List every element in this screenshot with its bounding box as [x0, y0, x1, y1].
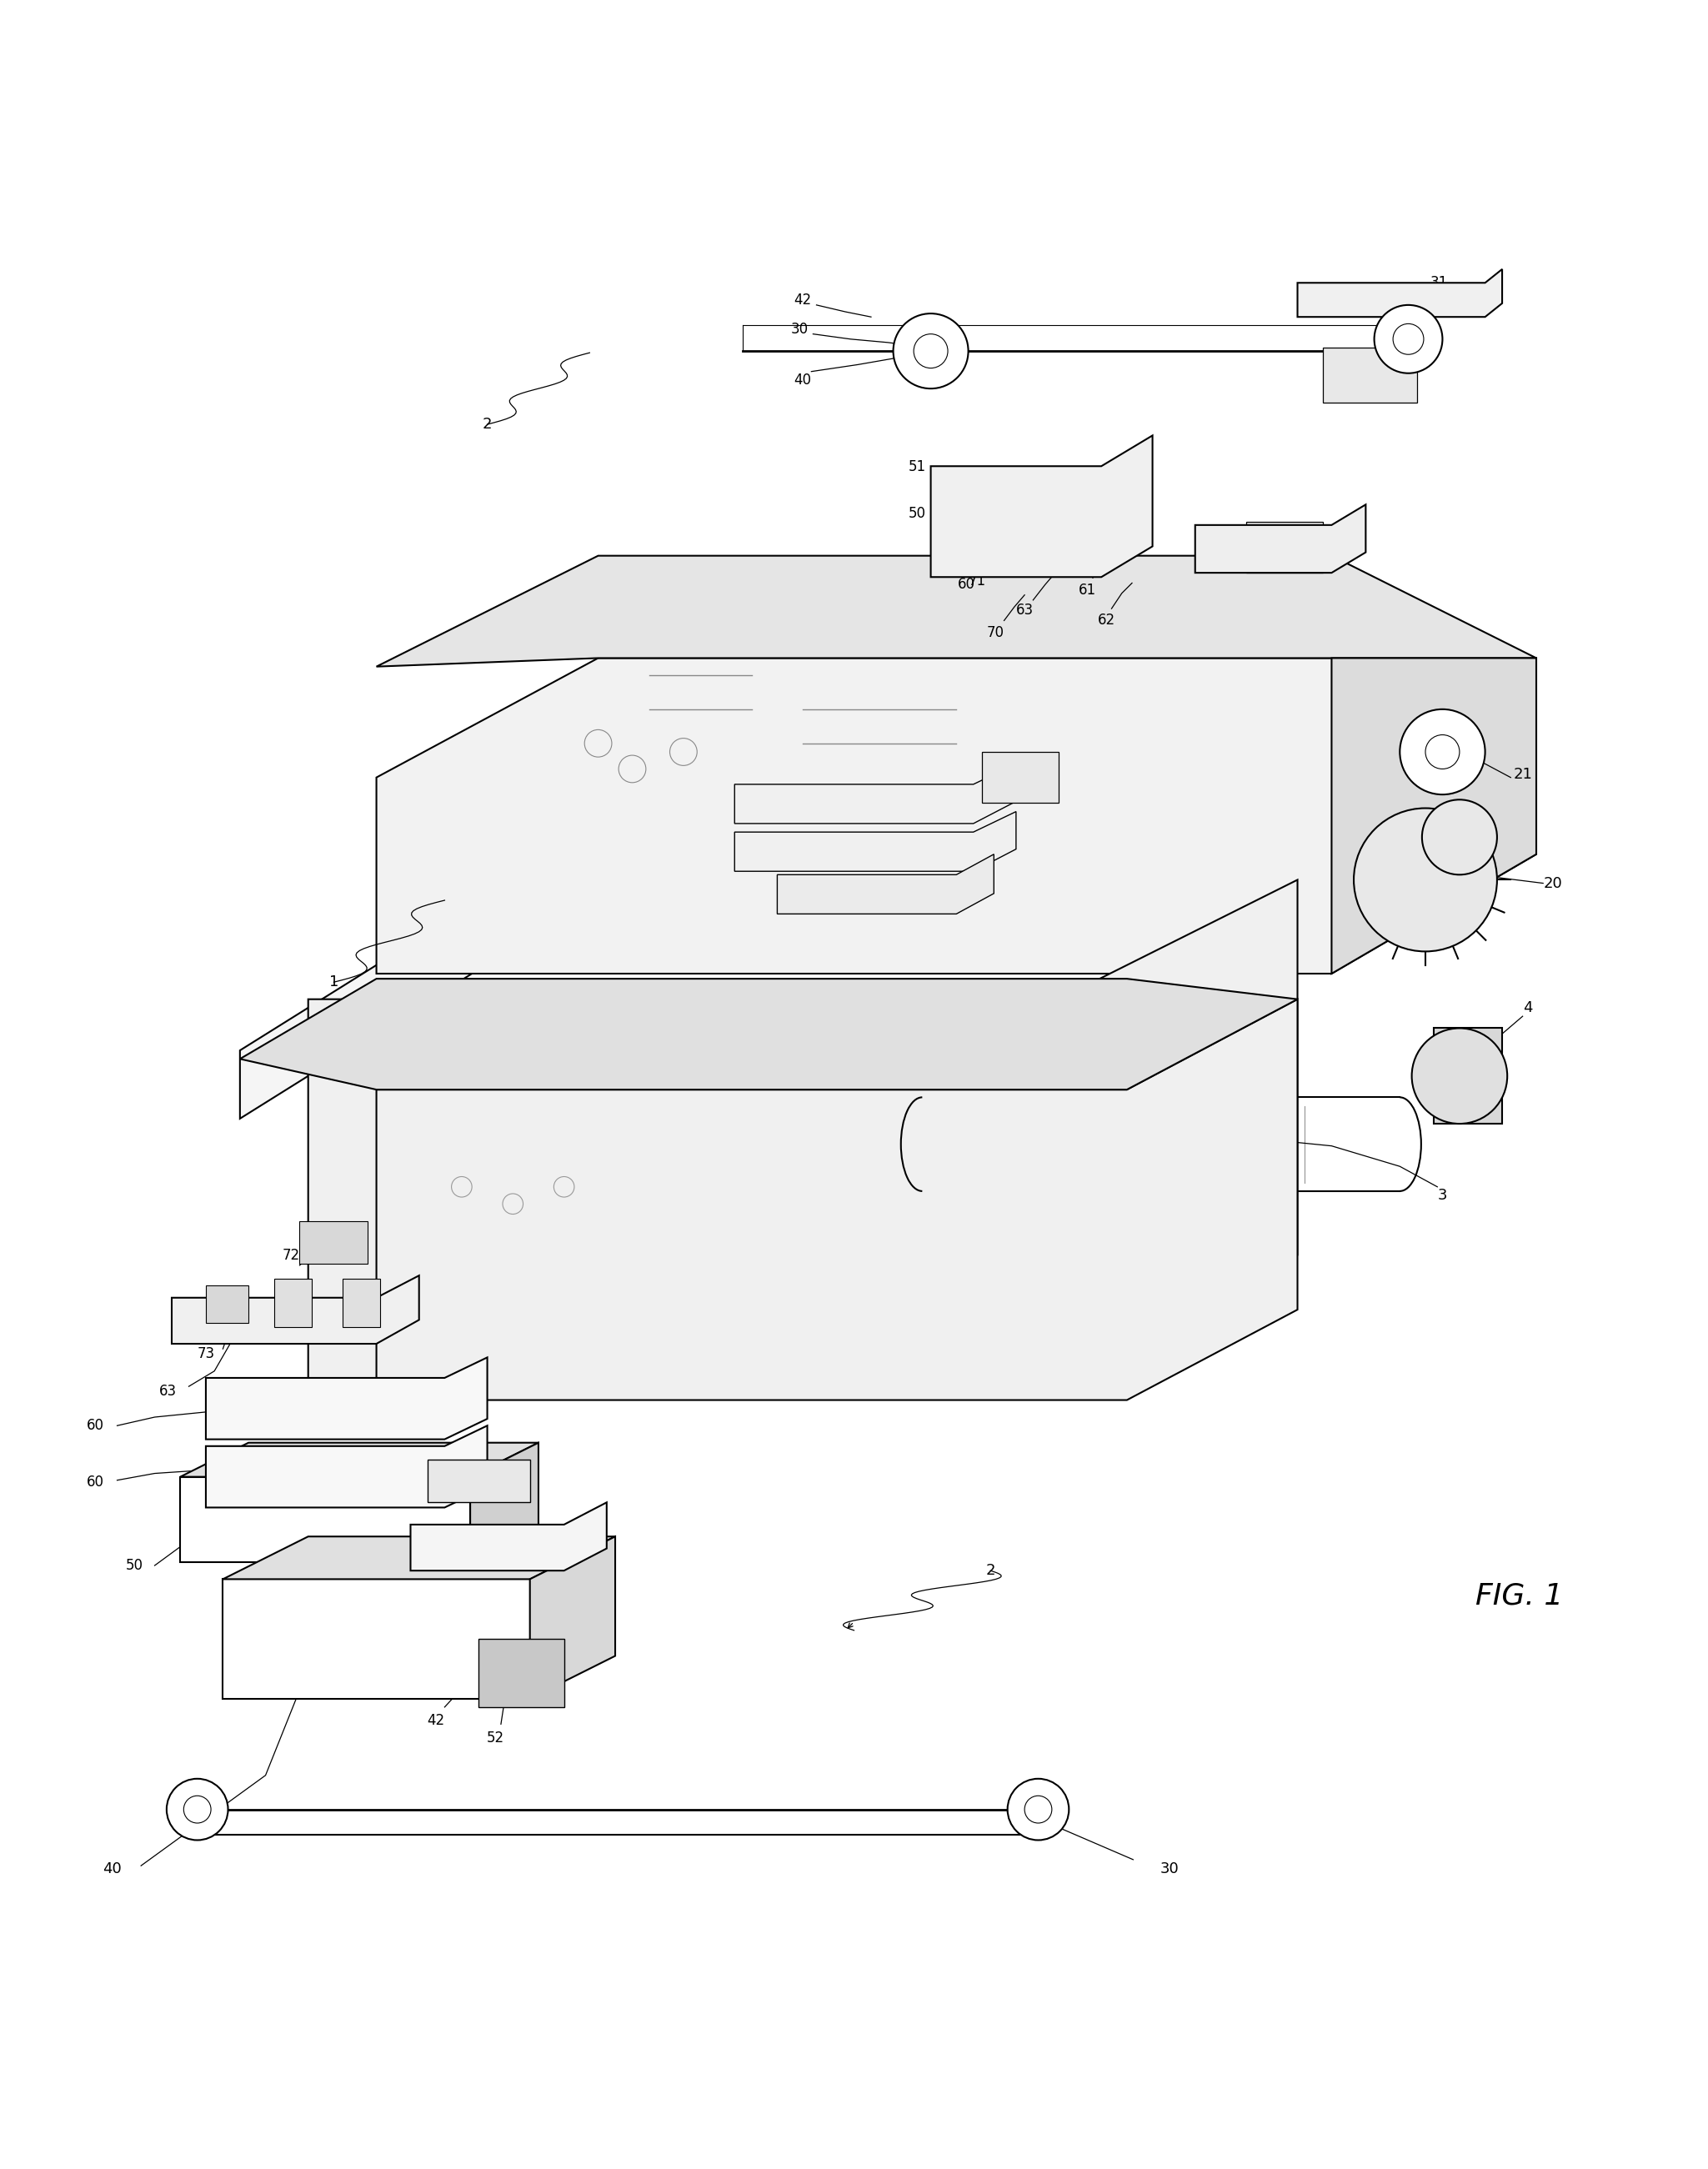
- Text: 63: 63: [1016, 603, 1033, 618]
- Circle shape: [1401, 709, 1484, 794]
- Circle shape: [167, 1779, 227, 1839]
- Polygon shape: [376, 555, 1535, 666]
- Polygon shape: [181, 1477, 470, 1562]
- Polygon shape: [239, 709, 1501, 1119]
- Text: 1: 1: [330, 974, 338, 989]
- Bar: [273, 1280, 311, 1327]
- Polygon shape: [207, 1425, 487, 1507]
- Polygon shape: [1332, 657, 1535, 974]
- Text: 71: 71: [325, 1325, 343, 1338]
- Bar: [1247, 521, 1324, 573]
- Text: 31: 31: [1430, 275, 1448, 291]
- Text: 60: 60: [85, 1419, 104, 1434]
- Text: 2: 2: [986, 1564, 996, 1579]
- Text: 52: 52: [487, 1731, 504, 1746]
- Polygon shape: [1435, 1028, 1501, 1124]
- Polygon shape: [207, 1358, 487, 1440]
- Text: 30: 30: [1160, 1861, 1179, 1876]
- Circle shape: [1423, 800, 1496, 874]
- Text: 60: 60: [85, 1475, 104, 1490]
- Text: 51: 51: [909, 460, 926, 475]
- Bar: [342, 1280, 379, 1327]
- Text: 63: 63: [159, 1384, 178, 1399]
- Polygon shape: [181, 1442, 538, 1477]
- Polygon shape: [734, 763, 1016, 824]
- Polygon shape: [470, 1442, 538, 1562]
- Text: 50: 50: [909, 505, 926, 521]
- Bar: [427, 1460, 529, 1503]
- Text: 70: 70: [987, 625, 1004, 640]
- Text: 32: 32: [1378, 377, 1397, 393]
- Text: 4: 4: [1524, 1000, 1532, 1015]
- Text: 40: 40: [794, 373, 811, 388]
- Text: 71: 71: [968, 575, 986, 588]
- Text: 52: 52: [991, 549, 1008, 564]
- Text: 2: 2: [482, 416, 492, 432]
- Text: 41: 41: [1315, 534, 1334, 549]
- Bar: [207, 1286, 248, 1323]
- Circle shape: [1008, 1779, 1069, 1839]
- Circle shape: [1354, 809, 1496, 952]
- Text: 74: 74: [393, 1455, 410, 1471]
- Text: 30: 30: [791, 321, 808, 336]
- Text: 71: 71: [256, 1325, 275, 1338]
- Text: 52: 52: [1233, 534, 1250, 549]
- Polygon shape: [224, 1579, 529, 1698]
- Text: 42: 42: [794, 293, 811, 308]
- Polygon shape: [173, 1275, 418, 1345]
- Text: 62: 62: [1098, 614, 1115, 629]
- Polygon shape: [734, 811, 1016, 872]
- Text: 40: 40: [102, 1861, 121, 1876]
- Polygon shape: [1298, 269, 1501, 317]
- Text: 73: 73: [196, 1347, 215, 1362]
- Polygon shape: [478, 1640, 564, 1707]
- Bar: [1324, 347, 1418, 401]
- Circle shape: [893, 315, 968, 388]
- Polygon shape: [410, 1503, 606, 1570]
- Text: 62: 62: [512, 1596, 529, 1612]
- Text: FIG. 1: FIG. 1: [1476, 1581, 1563, 1609]
- Text: 50: 50: [125, 1557, 143, 1573]
- Circle shape: [1413, 1028, 1506, 1124]
- Text: 60: 60: [958, 577, 975, 592]
- Polygon shape: [224, 1536, 615, 1579]
- Polygon shape: [376, 657, 1535, 974]
- Text: 72: 72: [282, 1247, 301, 1262]
- Polygon shape: [1196, 505, 1366, 573]
- Polygon shape: [529, 1536, 615, 1698]
- Bar: [982, 753, 1059, 803]
- Text: 70: 70: [552, 1592, 569, 1607]
- Text: 21: 21: [1513, 766, 1532, 781]
- Polygon shape: [777, 855, 994, 913]
- Bar: [299, 1221, 367, 1265]
- Text: 42: 42: [427, 1714, 444, 1729]
- Polygon shape: [931, 436, 1153, 577]
- Text: 61: 61: [1079, 581, 1097, 596]
- Polygon shape: [376, 1000, 1298, 1399]
- Polygon shape: [239, 978, 1298, 1089]
- Text: 3: 3: [1438, 1189, 1447, 1204]
- Polygon shape: [307, 881, 1298, 1392]
- Text: 20: 20: [1544, 876, 1563, 891]
- Text: 61: 61: [487, 1564, 504, 1579]
- Circle shape: [1375, 306, 1443, 373]
